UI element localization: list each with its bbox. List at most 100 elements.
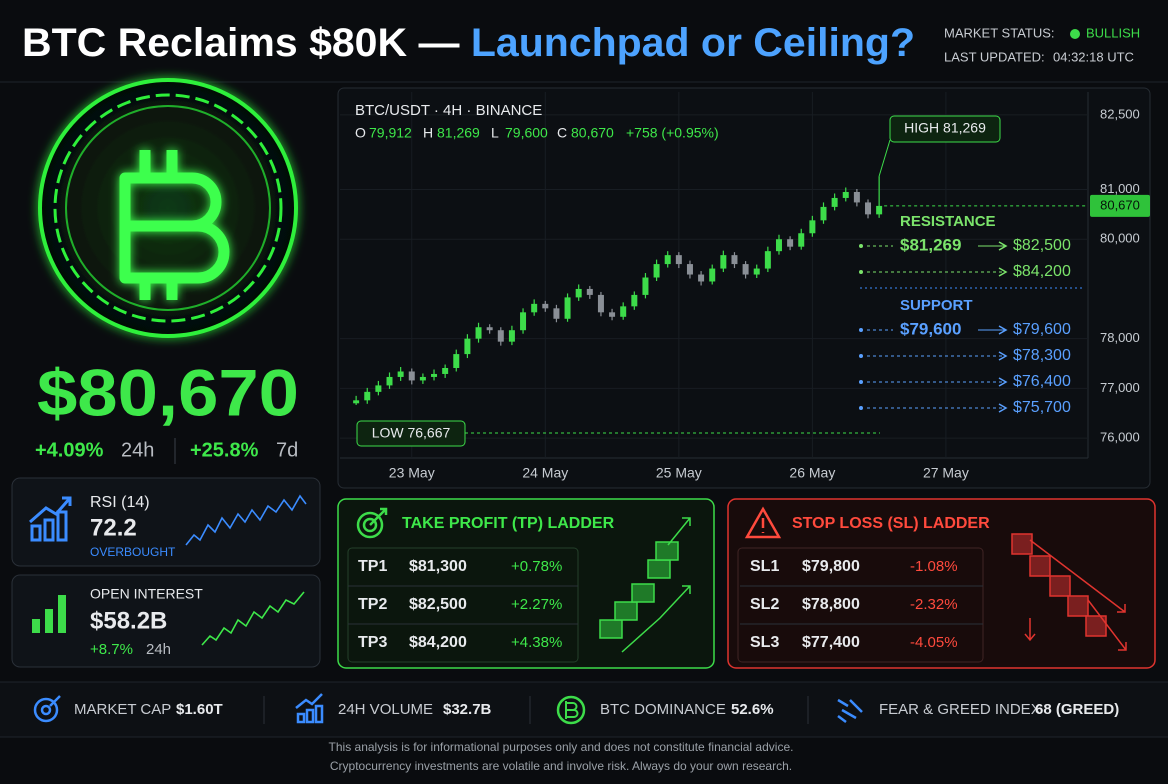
candle-body <box>664 255 671 265</box>
candle-body <box>787 239 794 247</box>
arrowhead <box>998 325 1008 335</box>
ladder-level: SL1 <box>750 558 779 575</box>
ladder-level: SL3 <box>750 634 779 651</box>
btc-coin <box>38 78 298 338</box>
ladder-change: +4.38% <box>511 634 562 651</box>
target-icon <box>356 507 388 539</box>
oi-icon <box>32 595 66 633</box>
high-pointer <box>878 139 891 177</box>
level-title: RESISTANCE <box>900 213 996 230</box>
status-dot <box>1070 29 1080 39</box>
tp-table <box>347 547 579 663</box>
ohlc-value: 81,269 <box>437 125 480 141</box>
candle-body <box>353 400 360 404</box>
ohlc-key: L <box>491 125 499 141</box>
ladder-price: $84,200 <box>409 634 467 651</box>
arrowhead <box>998 351 1008 361</box>
candle-body <box>631 294 638 307</box>
y-tick-label: 82,500 <box>1100 106 1140 121</box>
candle-body <box>508 330 515 342</box>
price-tag-label: 80,670 <box>1100 197 1140 212</box>
coin-ring <box>53 93 283 323</box>
candle-body <box>798 233 805 247</box>
disclaimer: Cryptocurrency investments are volatile … <box>330 759 792 773</box>
rsi-card <box>11 477 321 567</box>
candle-body <box>609 312 616 317</box>
level-to: $78,300 <box>1013 347 1071 364</box>
stat-label: MARKET CAP <box>74 701 171 718</box>
y-tick-label: 81,000 <box>1100 181 1140 196</box>
sl-stairs <box>1011 533 1127 651</box>
level-to: $84,200 <box>1013 263 1071 280</box>
candle-body <box>442 368 449 374</box>
candle-body <box>709 268 716 282</box>
level-dot <box>859 406 863 410</box>
oi-value: $58.2B <box>90 607 167 634</box>
candle-body <box>731 255 738 265</box>
candle-body <box>453 354 460 369</box>
candle-body <box>475 327 482 339</box>
level-to: $75,700 <box>1013 399 1071 416</box>
coin-ring <box>65 105 271 311</box>
candle-body <box>586 288 593 295</box>
candle-body <box>486 327 493 331</box>
stat-value: 52.6% <box>731 701 774 718</box>
candle-body <box>809 220 816 234</box>
rsi-sparkline <box>185 494 307 546</box>
ohlc-value: 79,912 <box>369 125 412 141</box>
candle-body <box>597 294 604 313</box>
ohlc-value: 79,600 <box>505 125 548 141</box>
low-box <box>356 420 466 447</box>
candle-body <box>675 255 682 265</box>
low-label: LOW 76,667 <box>372 425 451 441</box>
x-tick-label: 26 May <box>789 465 835 481</box>
candle-body <box>653 264 660 278</box>
ladder-change: -2.32% <box>910 596 958 613</box>
period: 24h <box>146 641 171 658</box>
candle-body <box>553 308 560 319</box>
ladder-price: $79,800 <box>802 558 860 575</box>
candle-body <box>397 371 404 377</box>
candle-body <box>842 191 849 198</box>
rsi-icon <box>29 496 72 542</box>
period: 7d <box>276 439 298 461</box>
candle-body <box>386 376 393 386</box>
candle-body <box>853 191 860 203</box>
oi-change: +8.7% <box>90 641 133 658</box>
ladder-change: -4.05% <box>910 634 958 651</box>
candle-body <box>575 288 582 298</box>
level-from: $81,269 <box>900 235 961 254</box>
arrowhead <box>998 267 1008 277</box>
candle-body <box>876 205 883 215</box>
warning-icon <box>744 506 782 539</box>
x-tick-label: 25 May <box>656 465 702 481</box>
level-dot <box>859 244 863 248</box>
ladder-price: $78,800 <box>802 596 860 613</box>
chart: 76,000 77,000 78,000 80,000 81,000 82,500 23 M… <box>340 92 1150 481</box>
candle-body <box>753 268 760 275</box>
stat-icons <box>33 693 863 725</box>
period: 24h <box>121 439 154 461</box>
arrowhead <box>998 241 1008 251</box>
sl-title: STOP LOSS (SL) LADDER <box>792 515 990 532</box>
title-part: Launchpad or Ceiling? <box>471 21 915 65</box>
candle-body <box>408 371 415 381</box>
ohlc-key: H <box>423 125 433 141</box>
y-tick-label: 78,000 <box>1100 330 1140 345</box>
oi-label: OPEN INTEREST <box>90 586 203 602</box>
page-title: BTC Reclaims $80K — Launchpad or Ceiling… <box>22 21 915 65</box>
ladder-price: $77,400 <box>802 634 860 651</box>
y-tick-label: 80,000 <box>1100 231 1140 246</box>
stat-label: 24H VOLUME <box>338 701 433 718</box>
candle-body <box>464 338 471 355</box>
tp-stairs <box>599 517 691 653</box>
level-dot <box>859 270 863 274</box>
oi-card <box>11 574 321 668</box>
candle-body <box>520 312 527 331</box>
ladder-level: TP1 <box>358 558 387 575</box>
ladder-price: $82,500 <box>409 596 467 613</box>
ohlc-key: C <box>557 125 567 141</box>
x-tick-label: 27 May <box>923 465 969 481</box>
